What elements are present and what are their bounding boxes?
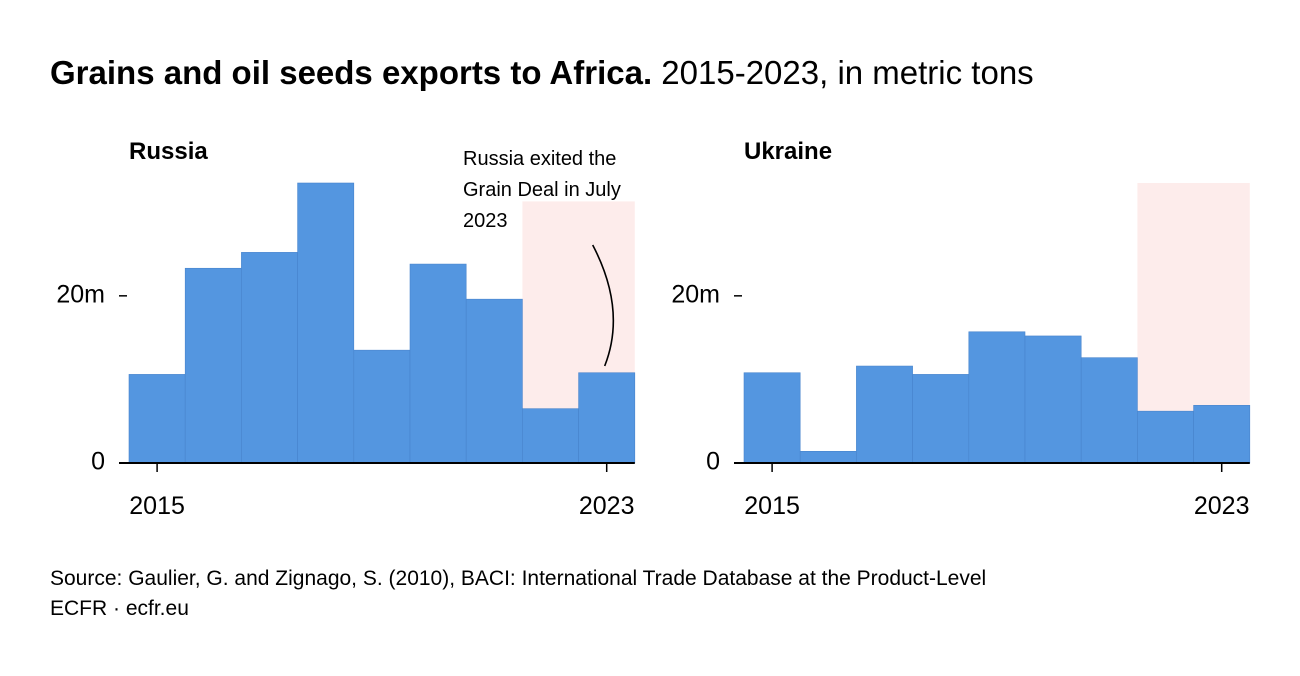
russia-x-tick-label-2023: 2023 <box>579 492 635 520</box>
ukraine-bar-2017 <box>856 365 913 464</box>
russia-annotation-line-1: Russia exited the <box>463 148 616 170</box>
russia-x-tick-label-2015: 2015 <box>129 492 185 520</box>
headline-bold: Grains and oil seeds exports to Africa. <box>50 54 653 91</box>
ukraine-bar-2018 <box>912 374 970 464</box>
russia-bar-2018 <box>297 182 355 464</box>
russia-bar-2022 <box>522 408 579 464</box>
ukraine-y-tick-label-0: 0 <box>706 448 720 476</box>
russia-y-tick-label-20m: 20m <box>56 280 105 308</box>
ukraine-bar-chart: 0 20m 2015 2023 <box>671 183 1251 520</box>
russia-bar-2021 <box>465 298 523 464</box>
headline-subtitle: 2015-2023, in metric tons <box>661 54 1034 91</box>
russia-y-tick-label-0: 0 <box>91 448 105 476</box>
russia-bar-2020 <box>409 263 467 464</box>
ukraine-bar-2015 <box>743 372 801 464</box>
source-citation: Source: Gaulier, G. and Zignago, S. (201… <box>50 567 987 590</box>
ukraine-bar-2022 <box>1137 410 1194 464</box>
ukraine-y-tick-label-20m: 20m <box>671 280 720 308</box>
ukraine-bar-2023 <box>1193 405 1251 464</box>
ukraine-x-tick-label-2015: 2015 <box>744 492 800 520</box>
russia-bar-2017 <box>241 252 298 464</box>
russia-bar-2023 <box>578 372 636 464</box>
russia-annotation-line-3: 2023 <box>463 210 508 232</box>
ukraine-bar-2019 <box>968 331 1026 464</box>
russia-annotation-line-2: Grain Deal in July <box>463 179 621 201</box>
ukraine-bar-2021 <box>1080 357 1138 464</box>
ukraine-panel-title: Ukraine <box>744 138 833 165</box>
russia-bar-2015 <box>128 374 186 464</box>
russia-annotation-connector <box>591 244 615 367</box>
ukraine-x-tick-label-2023: 2023 <box>1194 492 1250 520</box>
publisher-credit: ECFR · ecfr.eu <box>50 597 189 620</box>
russia-bar-chart: 0 20m 2015 2023 Russia exited the Grain Deal … <box>56 148 636 520</box>
russia-bar-2019 <box>353 349 411 464</box>
russia-panel-title: Russia <box>129 138 208 165</box>
source-footer: Source: Gaulier, G. and Zignago, S. (201… <box>50 564 986 624</box>
ukraine-bar-2020 <box>1024 335 1082 464</box>
chart-headline: Grains and oil seeds exports to Africa. … <box>50 54 1034 92</box>
ukraine-bar-2016 <box>799 450 857 464</box>
